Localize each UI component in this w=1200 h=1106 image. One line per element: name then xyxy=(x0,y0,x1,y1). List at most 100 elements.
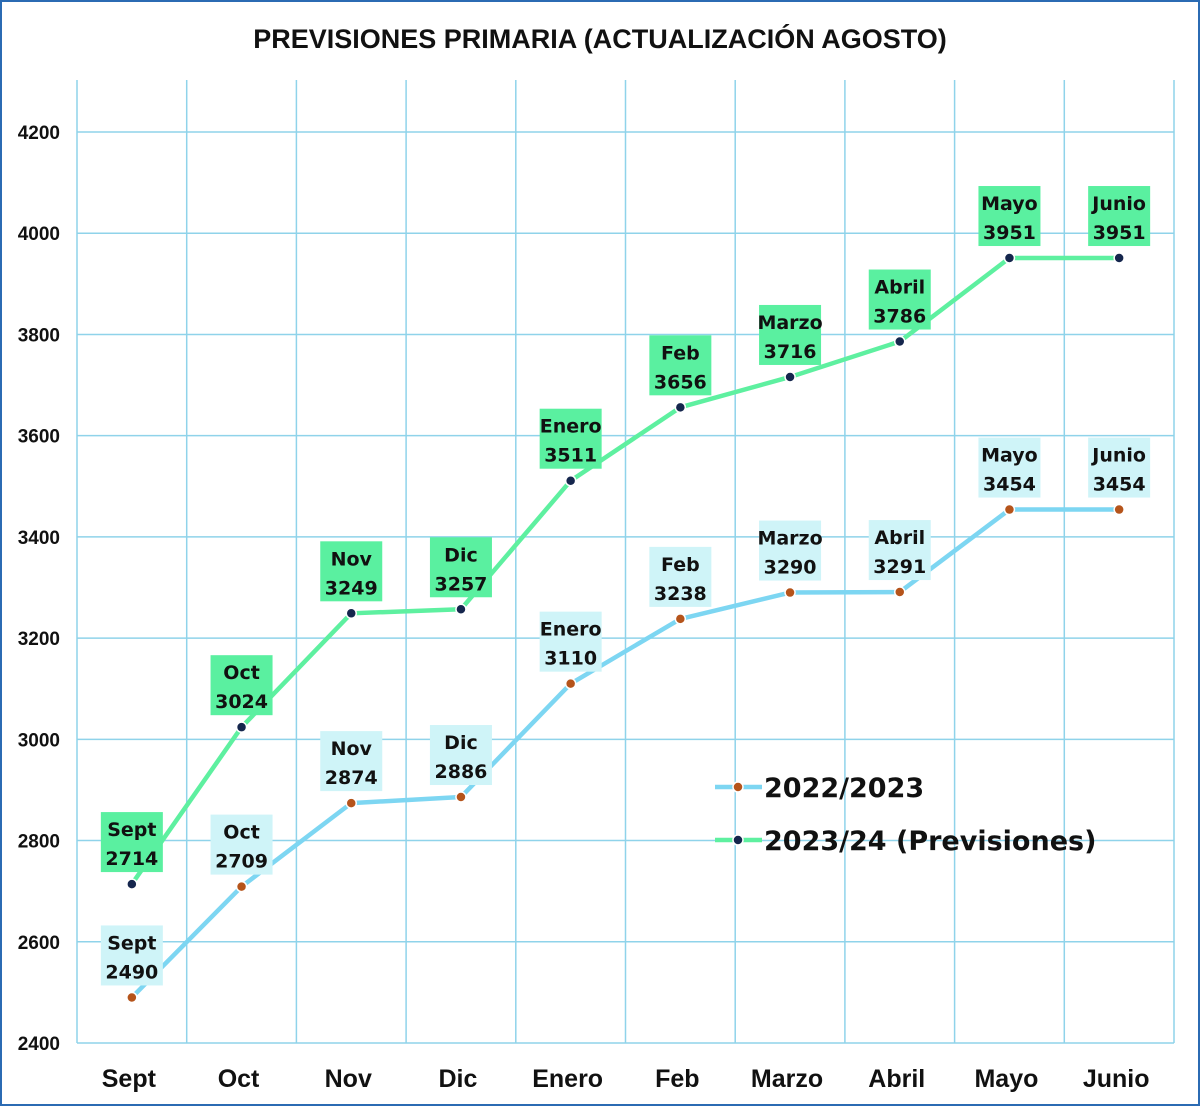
x-tick-label: Dic xyxy=(438,1065,477,1093)
data-label-month: Junio xyxy=(1090,445,1146,467)
data-label-value: 2709 xyxy=(215,851,268,873)
data-label-month: Abril xyxy=(874,527,925,549)
data-label: Dic 2886 xyxy=(429,725,492,786)
y-tick-label: 3400 xyxy=(18,528,60,549)
grid xyxy=(76,80,1175,1044)
x-tick-label: Nov xyxy=(325,1065,372,1093)
data-label-month: Enero xyxy=(540,416,602,438)
data-label-value: 3454 xyxy=(983,474,1036,496)
data-label-value: 3786 xyxy=(873,306,926,328)
x-tick-label: Enero xyxy=(532,1065,603,1093)
legend-marker xyxy=(732,834,744,846)
data-label: Dic 3257 xyxy=(429,537,492,598)
data-label-month: Marzo xyxy=(757,528,822,550)
series-2 xyxy=(126,252,1125,890)
data-label-value: 3951 xyxy=(1093,222,1146,244)
data-point xyxy=(235,721,248,733)
data-label: Marzo 3290 xyxy=(757,520,823,581)
x-tick-label: Abril xyxy=(868,1065,925,1093)
data-label-value: 3238 xyxy=(654,583,707,605)
data-label: Mayo 3454 xyxy=(978,437,1041,498)
data-label-value: 3257 xyxy=(435,573,488,595)
data-label-value: 2874 xyxy=(325,767,378,789)
data-label: Enero 3110 xyxy=(539,611,602,672)
legend-item: 2023/24 (Previsiones) xyxy=(715,826,1096,857)
data-label-month: Oct xyxy=(223,662,260,684)
data-label: Nov 2874 xyxy=(320,731,383,792)
y-tick-label: 2600 xyxy=(18,933,60,954)
series-1 xyxy=(126,503,1125,1004)
data-label-month: Feb xyxy=(661,554,700,576)
legend-label: 2022/2023 xyxy=(764,773,924,804)
data-label-box xyxy=(320,731,383,792)
x-tick-label: Junio xyxy=(1083,1065,1150,1093)
data-point xyxy=(455,791,467,803)
data-label-box xyxy=(210,655,273,716)
data-point xyxy=(894,335,906,348)
data-label-box xyxy=(539,408,602,469)
data-point xyxy=(235,880,248,893)
y-tick-label: 3600 xyxy=(18,427,60,448)
data-label-month: Oct xyxy=(223,822,260,844)
data-label-value: 3291 xyxy=(873,556,926,578)
data-label: Nov 3249 xyxy=(320,541,383,602)
data-label: Oct 2709 xyxy=(210,814,273,875)
data-label-box xyxy=(649,335,712,396)
data-point xyxy=(345,797,357,809)
data-label-box xyxy=(978,437,1041,498)
data-point xyxy=(126,878,138,890)
data-label-month: Dic xyxy=(444,732,478,754)
data-label-value: 2714 xyxy=(105,848,158,870)
data-label: Feb 3656 xyxy=(649,335,712,396)
data-point xyxy=(564,677,577,690)
data-label-value: 3024 xyxy=(215,691,268,713)
data-point xyxy=(126,991,138,1004)
data-label-box xyxy=(210,814,273,875)
data-label-box xyxy=(759,520,822,581)
x-tick-label: Oct xyxy=(218,1065,260,1093)
data-labels: Sept 2490 Oct 2709 Nov 2874 Dic 2886 Enero 3110 Fe… xyxy=(100,186,1151,986)
data-label-box xyxy=(429,725,492,786)
chart-title: PREVISIONES PRIMARIA (ACTUALIZACIÓN AGOS… xyxy=(253,23,947,54)
legend-item: 2022/2023 xyxy=(715,773,924,804)
legend-marker xyxy=(732,781,744,793)
data-label-box xyxy=(429,537,492,598)
x-tick-label: Mayo xyxy=(974,1065,1038,1093)
data-label: Junio 3951 xyxy=(1088,186,1151,247)
data-label-month: Dic xyxy=(444,544,478,566)
data-label-value: 2886 xyxy=(435,761,488,783)
data-label-box xyxy=(868,520,931,581)
y-tick-label: 4000 xyxy=(18,224,60,245)
data-label-month: Mayo xyxy=(981,445,1038,467)
data-label: Junio 3454 xyxy=(1088,437,1151,498)
data-point xyxy=(1003,252,1016,264)
data-label-box xyxy=(1088,186,1151,247)
data-point xyxy=(1113,252,1125,264)
data-point xyxy=(1003,503,1016,516)
data-label-month: Feb xyxy=(661,342,700,364)
data-label: Abril 3291 xyxy=(868,520,931,581)
data-label: Sept 2490 xyxy=(100,925,163,986)
data-label: Feb 3238 xyxy=(649,546,712,607)
data-point xyxy=(894,586,906,598)
data-label-box xyxy=(649,546,712,607)
x-tick-label: Marzo xyxy=(751,1065,823,1093)
data-label-value: 3951 xyxy=(983,222,1036,244)
data-label-month: Enero xyxy=(540,619,602,641)
data-label-month: Sept xyxy=(107,819,156,841)
data-label: Sept 2714 xyxy=(100,812,163,873)
data-label-month: Abril xyxy=(874,277,925,299)
data-label-box xyxy=(539,611,602,672)
y-tick-label: 4200 xyxy=(18,123,60,144)
data-point xyxy=(674,613,687,625)
data-label-value: 3656 xyxy=(654,371,707,393)
data-label-value: 3290 xyxy=(764,557,817,579)
data-point xyxy=(455,603,467,616)
axes: 2400 2600 2800 3000 3200 3400 3600 3800 4000 4200… xyxy=(18,123,1150,1093)
data-point xyxy=(1113,503,1125,516)
data-label-value: 3249 xyxy=(325,577,378,599)
y-tick-label: 3200 xyxy=(18,629,60,650)
data-label-value: 3454 xyxy=(1093,474,1146,496)
